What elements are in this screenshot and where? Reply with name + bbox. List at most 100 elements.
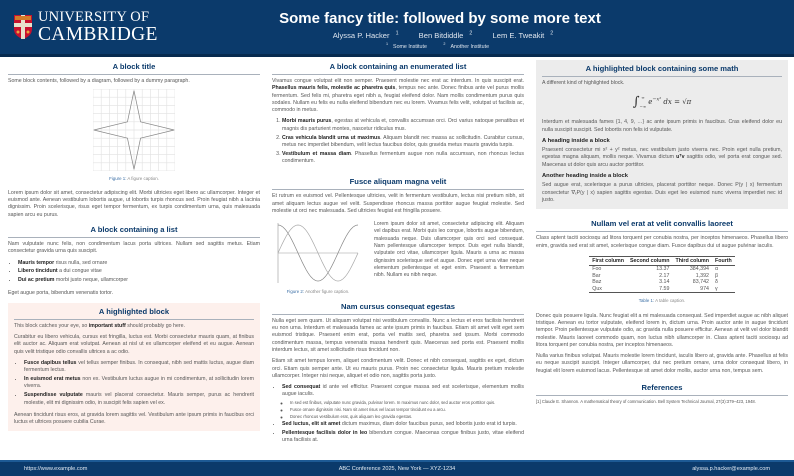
footer-url-link[interactable]: https://www.example.com: [24, 466, 88, 472]
sine-curve: [277, 224, 359, 282]
table-caption-text: A table caption.: [655, 298, 686, 304]
column-header: Fourth: [712, 256, 735, 267]
block-title: A block containing an enumerated list: [272, 62, 524, 75]
block-title: A highlighted block: [14, 307, 254, 320]
cell: α: [715, 266, 719, 273]
cambridge-shield-icon: [14, 15, 32, 39]
table-header-row: First column Second column Third column …: [589, 256, 735, 267]
list-item: Morbi mauris purus, egestas at vehicula …: [282, 118, 524, 133]
table-row: Qux 7.59 974 γ: [589, 286, 735, 293]
figure-block: Fusce aliquam magna velit Et rutrum ex e…: [272, 177, 524, 295]
figure-caption-text: Another figure caption.: [305, 289, 350, 295]
table-block: Nullam vel erat at velit convallis laore…: [536, 219, 788, 375]
item-text: mauris vel placerat consectetur. Mauris …: [24, 392, 254, 406]
item-bold: In euismod erat metus: [24, 376, 81, 383]
grid: [92, 88, 176, 172]
text: Praesent consectetur mi x² + y² metus, n…: [542, 147, 782, 161]
paragraph: A different kind of highlighted block.: [542, 80, 625, 86]
cell: 2.17: [659, 272, 670, 279]
author-list: Alyssa P. Hacker 1 Ben Bitdiddle 2 Lem E. …: [240, 31, 640, 40]
column-header: First column: [589, 256, 628, 267]
table-row: Bar 2.17 1,392 β: [589, 273, 735, 280]
author-name: Ben Bitdiddle: [418, 31, 464, 40]
differential: dx =: [661, 98, 683, 107]
inner-heading: Another heading inside a block: [542, 173, 628, 180]
affiliation-list: 1 Some Institute 2 Another Institute: [240, 42, 640, 50]
bullet-list: Sed consequat id ante vel efficitur. Pra…: [282, 384, 524, 444]
sub-list-item: In sed est finibus, vulputate nunc gravi…: [290, 400, 524, 406]
item-text: risus nulla, sed ornare: [54, 259, 108, 266]
item-text: vel tellus semper finibus. In consequat,…: [24, 360, 254, 374]
item-text: id ante vel efficitur. Praesent congue m…: [282, 384, 524, 398]
figure-2: Figure 2: Another figure caption.: [272, 221, 364, 296]
integrand: e: [648, 98, 653, 107]
text: , tempus nec ante. Donec finibus ante ve…: [272, 85, 524, 114]
paragraph: Interdum et malesuada fames {1, 4, 9, …}…: [542, 119, 782, 133]
cell: Baz: [592, 279, 602, 286]
list-item: Sed consequat id ante vel efficitur. Pra…: [282, 384, 524, 419]
text: This block catches your eye, so: [14, 322, 89, 329]
cell: 1,392: [695, 272, 709, 279]
block-title-block: A block title Some block contents, follo…: [8, 62, 260, 219]
item-bold: Dui ac pretium: [18, 277, 55, 284]
item-bold: Cras vehicula blandit urna ut maximus: [282, 134, 381, 141]
sub-list: In sed est finibus, vulputate nunc gravi…: [290, 400, 524, 420]
paragraph: Nulla varius finibus volutpat. Mauris mo…: [536, 353, 788, 374]
column-header: Third column: [672, 256, 712, 267]
logo-line-2: CAMBRIDGE: [38, 23, 158, 45]
paragraph: Curabitur eu libero vehicula, cursus est…: [14, 334, 254, 355]
item-text: , egestas at vehicula et, convallis accu…: [282, 118, 524, 132]
block-title: Fusce aliquam magna velit: [272, 177, 524, 191]
footer-conference: ABC Conference 2025, New York — XYZ-1234: [338, 466, 456, 472]
text: sagittis odio, vel porta erat congue sed…: [542, 154, 782, 168]
enumerated-block: A block containing an enumerated list Vi…: [272, 62, 524, 165]
affil-name: Another Institute: [450, 44, 490, 50]
sine-wave-plot: [277, 223, 359, 284]
author: Alyssa P. Hacker 1: [327, 31, 399, 40]
affil-number: 1: [385, 42, 389, 47]
highlighted-block: A highlighted block This block catches y…: [8, 302, 260, 432]
poster-header: UNIVERSITY OF CAMBRIDGE Some fancy title:…: [0, 0, 794, 57]
gaussian-integral-equation: ∫ ∞ −∞ e−x² dx = √π: [542, 93, 782, 111]
cell: δ: [715, 279, 718, 286]
footer-email-link[interactable]: alyssa.p.hacker@example.com: [692, 466, 770, 472]
math-block: A highlighted block containing some math…: [536, 60, 788, 210]
author-affil: 2: [550, 30, 554, 37]
text: Vivamus congue volutpat elit non semper.…: [272, 78, 524, 84]
list-item: Mauris tempor risus nulla, sed ornare: [18, 260, 260, 267]
paragraph: Vivamus congue volutpat elit non semper.…: [272, 78, 524, 114]
item-text: morbi justo neque, ullamcorper: [54, 277, 129, 284]
paragraph: Class aptent taciti sociosqu ad litora t…: [536, 235, 788, 249]
item-text: non ex. Vestibulum luctus augue in mi co…: [24, 376, 254, 390]
sub-list-item: Fusce ornare dignissim nisi. Nam sit ame…: [290, 407, 524, 413]
reference-item: [1] Claude E. Shannon. A mathematical th…: [536, 399, 756, 405]
item-bold: Sed luctus, elit sit amet: [282, 421, 341, 427]
item-bold: Fusce dapibus tellus: [24, 360, 77, 367]
table-label: Table 1:: [638, 298, 655, 304]
affiliation: 2 Another Institute: [443, 42, 494, 50]
numbered-list: Morbi mauris purus, egestas at vehicula …: [282, 118, 524, 165]
block-title: References: [536, 383, 788, 397]
column-left: A block title Some block contents, follo…: [8, 62, 260, 432]
figure-caption: Figure 1: A figure caption.: [8, 175, 260, 182]
cell: 13.37: [656, 266, 670, 273]
table-caption: Table 1: A table caption.: [536, 297, 788, 304]
list-item: Cras vehicula blandit urna ut maximus. A…: [282, 135, 524, 150]
figure-label: Figure 1:: [109, 175, 127, 181]
paragraph: Etiam sit amet tempus lorem, aliquet con…: [272, 358, 524, 379]
block-title: A block title: [8, 62, 260, 75]
item-bold: Mauris tempor: [18, 259, 55, 266]
inner-heading: A heading inside a block: [542, 137, 610, 144]
item-bold: Libero tincidunt: [18, 268, 58, 275]
exponent: −x²: [652, 96, 662, 103]
cell: 7.59: [659, 285, 670, 292]
cell: 3.14: [659, 279, 670, 286]
list-item: Fusce dapibus tellus vel tellus semper f…: [24, 360, 254, 375]
cell: Foo: [592, 266, 602, 273]
cell: γ: [715, 285, 718, 292]
paragraph: Lorem ipsum dolor sit amet, consectetur …: [8, 189, 260, 218]
bold-text: important stuff: [88, 322, 126, 329]
poster-title: Some fancy title: followed by some more …: [279, 10, 601, 27]
cell: β: [715, 272, 719, 279]
list-item: Vestibulum et massa diam. Phasellus ferm…: [282, 151, 524, 166]
